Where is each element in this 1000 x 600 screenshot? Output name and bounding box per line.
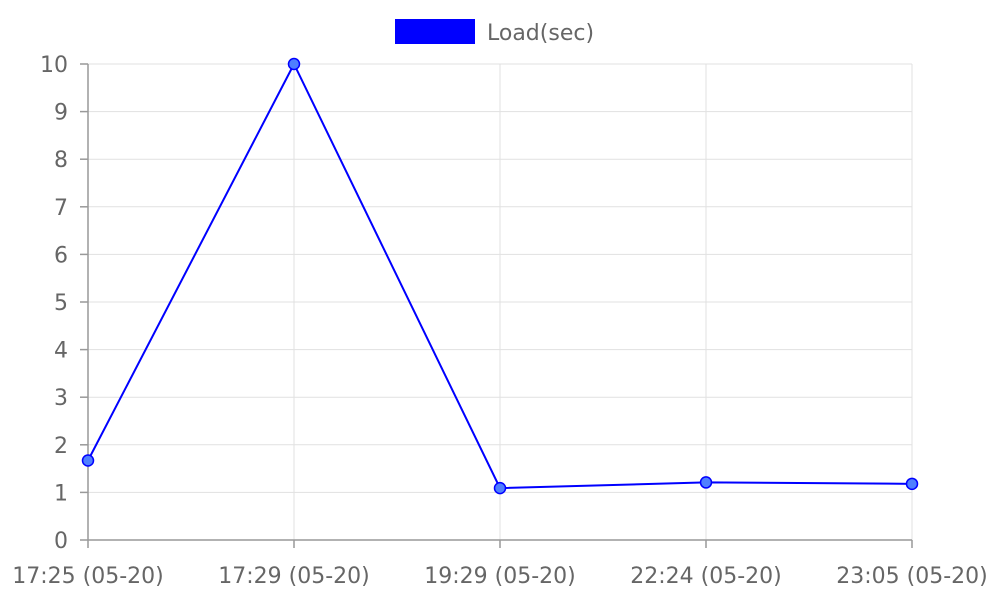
x-tick-labels: 17:25 (05-20) 17:29 (05-20) 19:29 (05-20) 2… bbox=[12, 564, 988, 589]
x-tick-label: 19:29 (05-20) bbox=[424, 564, 576, 589]
data-point[interactable] bbox=[699, 476, 713, 489]
data-point[interactable] bbox=[905, 477, 919, 491]
data-point[interactable] bbox=[81, 454, 95, 467]
x-tick-label: 22:24 (05-20) bbox=[630, 564, 782, 589]
y-tick-label: 9 bbox=[54, 101, 68, 126]
y-tick-label: 10 bbox=[40, 53, 68, 78]
y-tick-label: 4 bbox=[54, 339, 68, 364]
series-load bbox=[81, 57, 919, 495]
y-tick-label: 8 bbox=[54, 148, 68, 173]
axes bbox=[80, 63, 913, 548]
data-point[interactable] bbox=[493, 481, 507, 495]
y-tick-label: 3 bbox=[54, 386, 68, 411]
y-tick-labels: 0 1 2 3 4 5 6 7 8 9 10 bbox=[40, 53, 68, 554]
x-tick-label: 17:29 (05-20) bbox=[218, 564, 370, 589]
y-tick-label: 5 bbox=[54, 291, 68, 316]
legend[interactable]: Load(sec) bbox=[395, 19, 594, 46]
legend-swatch-load bbox=[395, 19, 475, 44]
y-tick-label: 1 bbox=[54, 481, 68, 506]
y-tick-label: 0 bbox=[54, 529, 68, 554]
legend-label-load: Load(sec) bbox=[487, 21, 594, 46]
x-tick-label: 17:25 (05-20) bbox=[12, 564, 164, 589]
data-point[interactable] bbox=[287, 57, 301, 71]
y-tick-label: 7 bbox=[54, 196, 68, 221]
grid-lines bbox=[88, 63, 913, 540]
x-tick-label: 23:05 (05-20) bbox=[836, 564, 988, 589]
y-tick-label: 6 bbox=[54, 243, 68, 268]
y-tick-label: 2 bbox=[54, 434, 68, 459]
